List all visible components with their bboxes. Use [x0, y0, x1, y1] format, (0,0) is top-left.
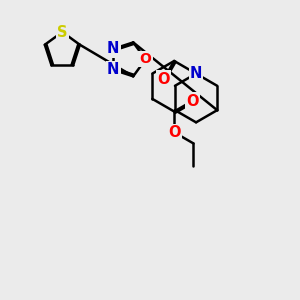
Text: N: N [107, 62, 119, 77]
Text: N: N [190, 66, 202, 81]
Text: O: O [158, 71, 170, 86]
Text: O: O [140, 52, 152, 66]
Text: O: O [168, 125, 180, 140]
Text: S: S [57, 25, 68, 40]
Text: N: N [107, 41, 119, 56]
Text: O: O [186, 94, 199, 109]
